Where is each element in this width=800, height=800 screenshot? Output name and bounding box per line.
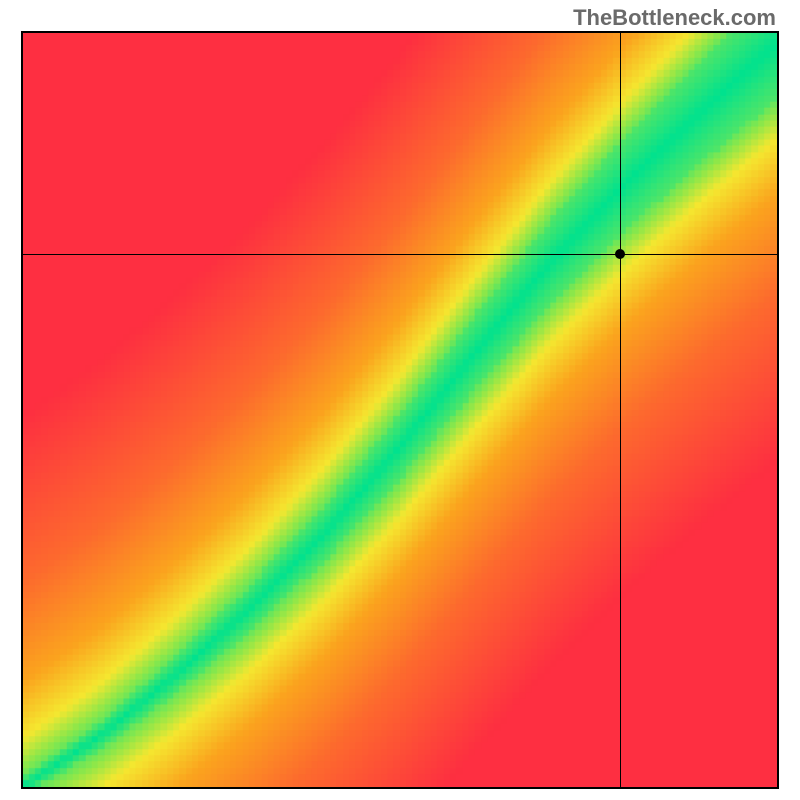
bottleneck-heatmap [21,31,779,789]
crosshair-horizontal [23,254,777,255]
crosshair-marker [615,249,625,259]
heatmap-canvas [23,33,777,787]
crosshair-vertical [620,33,621,787]
watermark-text: TheBottleneck.com [573,5,776,31]
